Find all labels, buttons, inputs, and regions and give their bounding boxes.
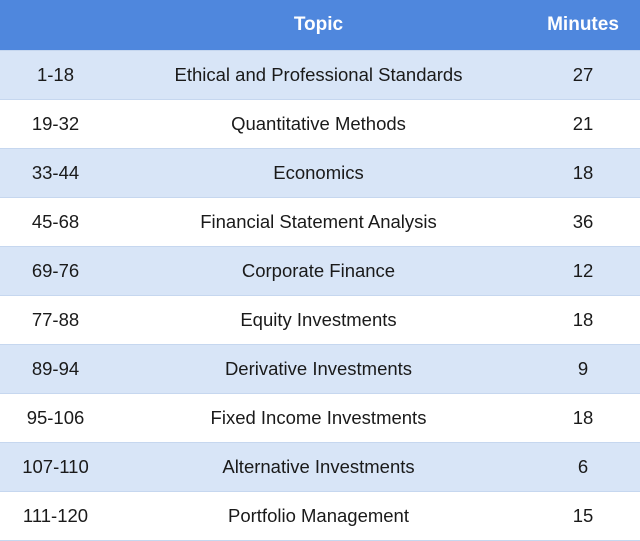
minutes-cell: 27 [526,50,640,100]
topic-cell: Equity Investments [111,295,526,345]
question-range-cell: 1-18 [0,50,111,100]
question-range-cell: 77-88 [0,295,111,345]
header-topic: Topic [111,0,526,51]
question-range-cell: 19-32 [0,99,111,149]
table-row: 33-44 Economics 18 [0,148,640,198]
minutes-cell: 9 [526,344,640,394]
topic-cell: Corporate Finance [111,246,526,296]
topic-cell: Ethical and Professional Standards [111,50,526,100]
topic-cell: Fixed Income Investments [111,393,526,443]
header-question-range [0,0,111,51]
minutes-cell: 12 [526,246,640,296]
minutes-cell: 21 [526,99,640,149]
question-range-cell: 33-44 [0,148,111,198]
minutes-cell: 36 [526,197,640,247]
header-minutes: Minutes [526,0,640,51]
topic-cell: Quantitative Methods [111,99,526,149]
question-range-cell: 45-68 [0,197,111,247]
question-range-cell: 95-106 [0,393,111,443]
topic-cell: Economics [111,148,526,198]
table-row: 45-68 Financial Statement Analysis 36 [0,197,640,247]
table-row: 95-106 Fixed Income Investments 18 [0,393,640,443]
question-range-cell: 89-94 [0,344,111,394]
topic-cell: Financial Statement Analysis [111,197,526,247]
minutes-cell: 15 [526,491,640,541]
topic-cell: Alternative Investments [111,442,526,492]
table-row: 69-76 Corporate Finance 12 [0,246,640,296]
table-row: 111-120 Portfolio Management 15 [0,491,640,541]
minutes-cell: 18 [526,295,640,345]
topic-cell: Derivative Investments [111,344,526,394]
minutes-cell: 6 [526,442,640,492]
question-range-cell: 107-110 [0,442,111,492]
table-row: 19-32 Quantitative Methods 21 [0,99,640,149]
table-row: 1-18 Ethical and Professional Standards … [0,50,640,100]
minutes-cell: 18 [526,148,640,198]
question-range-cell: 69-76 [0,246,111,296]
table-row: 107-110 Alternative Investments 6 [0,442,640,492]
question-range-cell: 111-120 [0,491,111,541]
table-header-row: Topic Minutes [0,0,640,51]
topic-cell: Portfolio Management [111,491,526,541]
table-row: 77-88 Equity Investments 18 [0,295,640,345]
minutes-cell: 18 [526,393,640,443]
table-row: 89-94 Derivative Investments 9 [0,344,640,394]
